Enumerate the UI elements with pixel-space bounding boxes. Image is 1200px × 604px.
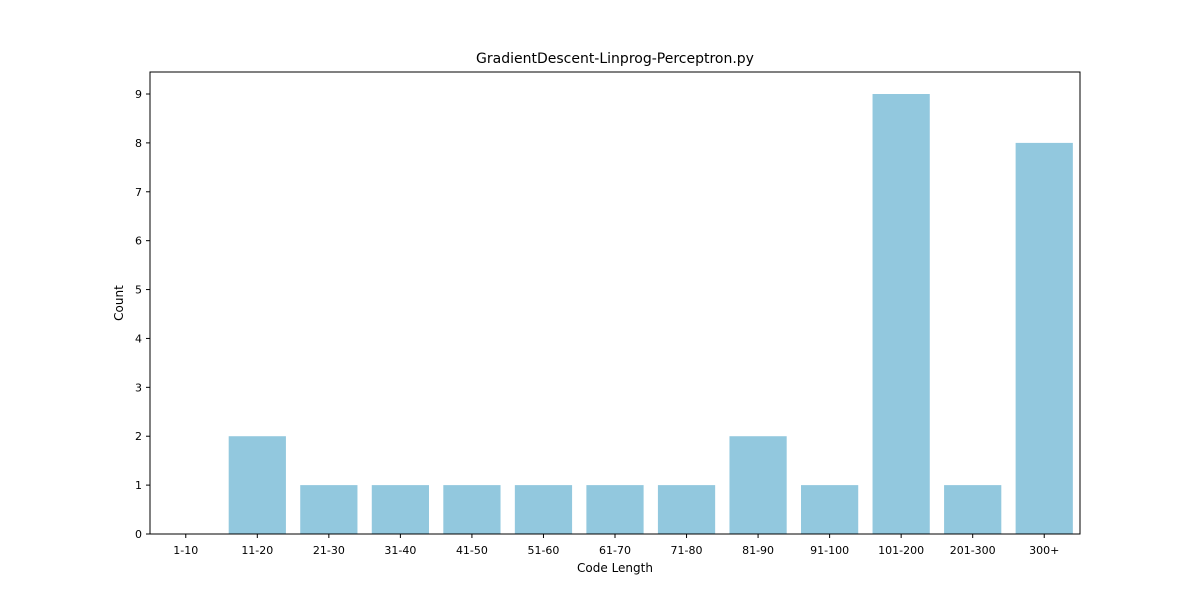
y-tick-label: 3 xyxy=(135,381,142,394)
x-tick-label: 61-70 xyxy=(599,544,631,557)
x-tick-label: 101-200 xyxy=(878,544,924,557)
bar-21-30 xyxy=(300,485,358,534)
y-axis-label: Count xyxy=(112,285,126,321)
x-tick-label: 41-50 xyxy=(456,544,488,557)
x-tick-label: 300+ xyxy=(1029,544,1059,557)
y-tick-label: 5 xyxy=(135,284,142,297)
bar-81-90 xyxy=(729,436,787,534)
x-axis-label: Code Length xyxy=(577,561,653,575)
y-tick-label: 8 xyxy=(135,137,142,150)
x-tick-label: 11-20 xyxy=(241,544,273,557)
bar-31-40 xyxy=(371,485,429,534)
bars-layer xyxy=(228,94,1073,534)
bar-41-50 xyxy=(443,485,501,534)
bar-300+ xyxy=(1015,142,1073,534)
x-tick-label: 201-300 xyxy=(950,544,996,557)
y-tick-label: 7 xyxy=(135,186,142,199)
x-tick-label: 21-30 xyxy=(313,544,345,557)
x-tick-label: 31-40 xyxy=(384,544,416,557)
x-tick-label: 81-90 xyxy=(742,544,774,557)
x-tick-label: 71-80 xyxy=(671,544,703,557)
bar-101-200 xyxy=(872,94,930,534)
chart-title: GradientDescent-Linprog-Perceptron.py xyxy=(476,51,754,67)
y-tick-label: 2 xyxy=(135,430,142,443)
y-tick-label: 4 xyxy=(135,332,142,345)
y-tick-label: 0 xyxy=(135,528,142,541)
bar-11-20 xyxy=(228,436,286,534)
y-tick-label: 9 xyxy=(135,88,142,101)
x-tick-label: 51-60 xyxy=(527,544,559,557)
y-axis: 0 1 2 3 4 5 6 7 8 9 xyxy=(135,88,150,541)
x-tick-label: 1-10 xyxy=(173,544,198,557)
y-tick-label: 1 xyxy=(135,479,142,492)
bar-91-100 xyxy=(801,485,859,534)
y-tick-label: 6 xyxy=(135,235,142,248)
plot-area-frame xyxy=(149,71,1081,535)
bar-201-300 xyxy=(944,485,1002,534)
bar-51-60 xyxy=(514,485,573,534)
x-tick-label: 91-100 xyxy=(810,544,849,557)
bar-71-80 xyxy=(657,485,716,534)
x-axis: 1-10 11-20 21-30 31-40 41-50 51-60 61-70 71-80 8… xyxy=(173,534,1059,557)
bar-61-70 xyxy=(586,485,644,534)
